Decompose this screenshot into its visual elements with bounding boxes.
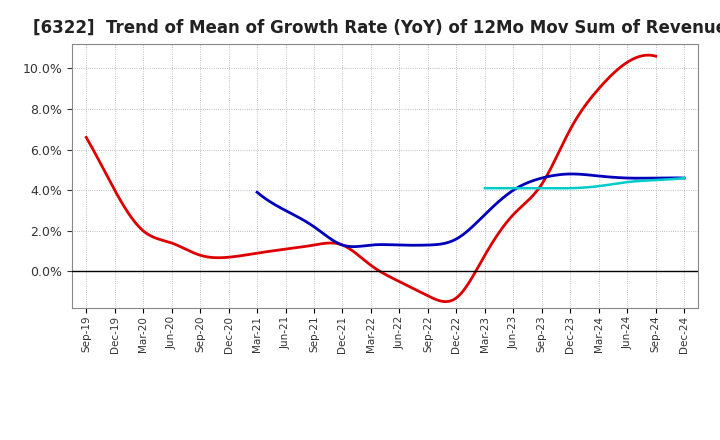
- 7 Years: [480, 186, 489, 191]
- 7 Years: [481, 186, 490, 191]
- 3 Years: [82, 135, 91, 140]
- 5 Years: [507, 189, 516, 194]
- 5 Years: [680, 176, 688, 181]
- 7 Years: [649, 177, 658, 183]
- 3 Years: [84, 138, 92, 143]
- 3 Years: [421, 292, 430, 297]
- 3 Years: [442, 299, 451, 304]
- 7 Years: [555, 186, 564, 191]
- 3 Years: [431, 297, 439, 302]
- 5 Years: [508, 188, 517, 193]
- Line: 7 Years: 7 Years: [485, 178, 684, 188]
- 7 Years: [600, 183, 608, 188]
- 7 Years: [662, 177, 670, 182]
- 3 Years: [644, 52, 652, 58]
- 5 Years: [516, 184, 524, 189]
- 3 Years: [652, 54, 660, 59]
- 3 Years: [600, 80, 608, 85]
- 5 Years: [567, 171, 576, 176]
- 7 Years: [599, 183, 608, 188]
- 5 Years: [253, 190, 261, 195]
- 7 Years: [603, 182, 612, 187]
- 3 Years: [419, 291, 428, 296]
- 5 Years: [616, 175, 624, 180]
- Line: 5 Years: 5 Years: [257, 174, 684, 247]
- 5 Years: [643, 176, 652, 181]
- 7 Years: [680, 176, 688, 181]
- Title: [6322]  Trend of Mean of Growth Rate (YoY) of 12Mo Mov Sum of Revenues: [6322] Trend of Mean of Growth Rate (YoY…: [33, 19, 720, 37]
- Line: 3 Years: 3 Years: [86, 55, 656, 301]
- 3 Years: [564, 131, 572, 136]
- 5 Years: [254, 191, 263, 196]
- 5 Years: [348, 244, 357, 249]
